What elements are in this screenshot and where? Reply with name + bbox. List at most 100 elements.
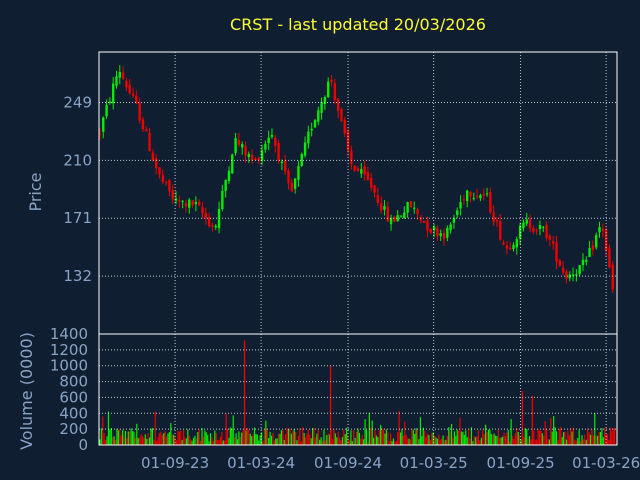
- candle-body: [111, 83, 115, 104]
- candle-body: [191, 200, 194, 206]
- candle-body: [264, 143, 267, 150]
- candle-body: [115, 76, 118, 86]
- candle-body: [102, 117, 105, 132]
- candle-body: [499, 220, 502, 240]
- candle-body: [244, 145, 247, 156]
- candle-body: [459, 202, 462, 209]
- volume-tick-label: 200: [59, 420, 88, 438]
- candle-body: [221, 190, 224, 209]
- candle-body: [442, 232, 446, 240]
- x-tick-label: 01-09-24: [314, 454, 382, 472]
- candle-body: [274, 137, 277, 146]
- price-panel: 132 171 210 249: [63, 51, 618, 335]
- volume-tick-label: 1000: [50, 357, 88, 375]
- candle-body: [151, 152, 155, 160]
- candle-body: [297, 166, 300, 180]
- candle-body: [403, 212, 406, 219]
- candle-body: [350, 150, 353, 165]
- candle-body: [591, 245, 595, 250]
- candle-body: [472, 198, 475, 200]
- candle-body: [522, 222, 525, 229]
- candle-body: [462, 199, 466, 201]
- candle-body: [231, 154, 234, 174]
- candle-body: [267, 137, 270, 144]
- candle-body: [389, 217, 393, 225]
- candle-body: [446, 228, 449, 238]
- candle-body: [214, 225, 217, 228]
- candle-body: [419, 217, 423, 221]
- volume-axis-label: Volume (0000): [17, 332, 36, 450]
- candle-body: [379, 203, 383, 211]
- x-tick-label: 01-03-26: [572, 454, 640, 472]
- candle-body: [250, 155, 254, 161]
- candle-body: [310, 128, 313, 131]
- candle-body: [561, 267, 565, 273]
- candle-body: [204, 212, 208, 219]
- candle-body: [386, 206, 389, 222]
- candle-body: [436, 227, 439, 237]
- candle-body: [383, 205, 386, 210]
- candle-body: [542, 226, 545, 228]
- candle-body: [449, 224, 452, 231]
- candle-body: [532, 228, 535, 232]
- candle-body: [575, 274, 578, 276]
- candle-body: [336, 98, 340, 111]
- candle-body: [604, 229, 608, 251]
- candle-body: [98, 132, 102, 134]
- volume-tick-label: 1200: [50, 341, 88, 359]
- price-tick-label: 210: [63, 151, 92, 169]
- candle-body: [363, 166, 366, 175]
- candle-body: [333, 83, 337, 101]
- candle-body: [538, 225, 542, 230]
- volume-tick-label: 1400: [50, 325, 88, 343]
- candle-body: [174, 198, 178, 201]
- candle-body: [207, 216, 211, 227]
- candle-body: [376, 195, 380, 203]
- volume-tick-label: 0: [78, 436, 88, 454]
- candle-body: [260, 149, 264, 161]
- candle-body: [551, 241, 555, 244]
- chart-title: CRST - last updated 20/03/2026: [230, 15, 486, 34]
- candle-body: [224, 180, 227, 191]
- candle-body: [508, 248, 512, 250]
- candle-body: [512, 244, 515, 249]
- candle-body: [366, 171, 370, 180]
- candle-body: [197, 201, 201, 206]
- candle-body: [505, 245, 509, 249]
- candle-body: [128, 84, 131, 94]
- candle-body: [254, 159, 257, 161]
- candle-body: [290, 182, 294, 192]
- candle-body: [601, 228, 605, 231]
- candle-body: [247, 153, 251, 158]
- candle-body: [475, 195, 479, 197]
- candle-body: [356, 168, 360, 172]
- candle-body: [555, 242, 558, 262]
- candle-body: [211, 225, 214, 227]
- candle-body: [234, 138, 237, 153]
- date-axis: 01-09-23 01-03-24 01-09-24 01-03-25 01-09-25…: [141, 454, 640, 472]
- x-tick-label: 01-09-23: [141, 454, 209, 472]
- candle-body: [568, 274, 571, 279]
- candle-body: [558, 260, 562, 266]
- candle-body: [469, 192, 472, 197]
- candle-body: [393, 216, 396, 222]
- candle-body: [548, 235, 552, 240]
- candle-body: [178, 200, 181, 202]
- candle-body: [154, 158, 158, 169]
- candle-body: [502, 242, 505, 245]
- candle-body: [181, 200, 184, 202]
- candle-body: [168, 179, 171, 192]
- candle-body: [105, 104, 108, 117]
- candle-body: [108, 101, 112, 104]
- candle-body: [578, 265, 581, 275]
- candle-body: [595, 235, 598, 248]
- candle-body: [125, 80, 128, 88]
- candle-body: [145, 129, 148, 132]
- candle-body: [141, 119, 145, 130]
- candle-body: [422, 221, 426, 223]
- candle-body: [346, 130, 350, 151]
- candle-body: [317, 110, 320, 122]
- x-tick-label: 01-03-24: [227, 454, 295, 472]
- candle-body: [201, 207, 204, 214]
